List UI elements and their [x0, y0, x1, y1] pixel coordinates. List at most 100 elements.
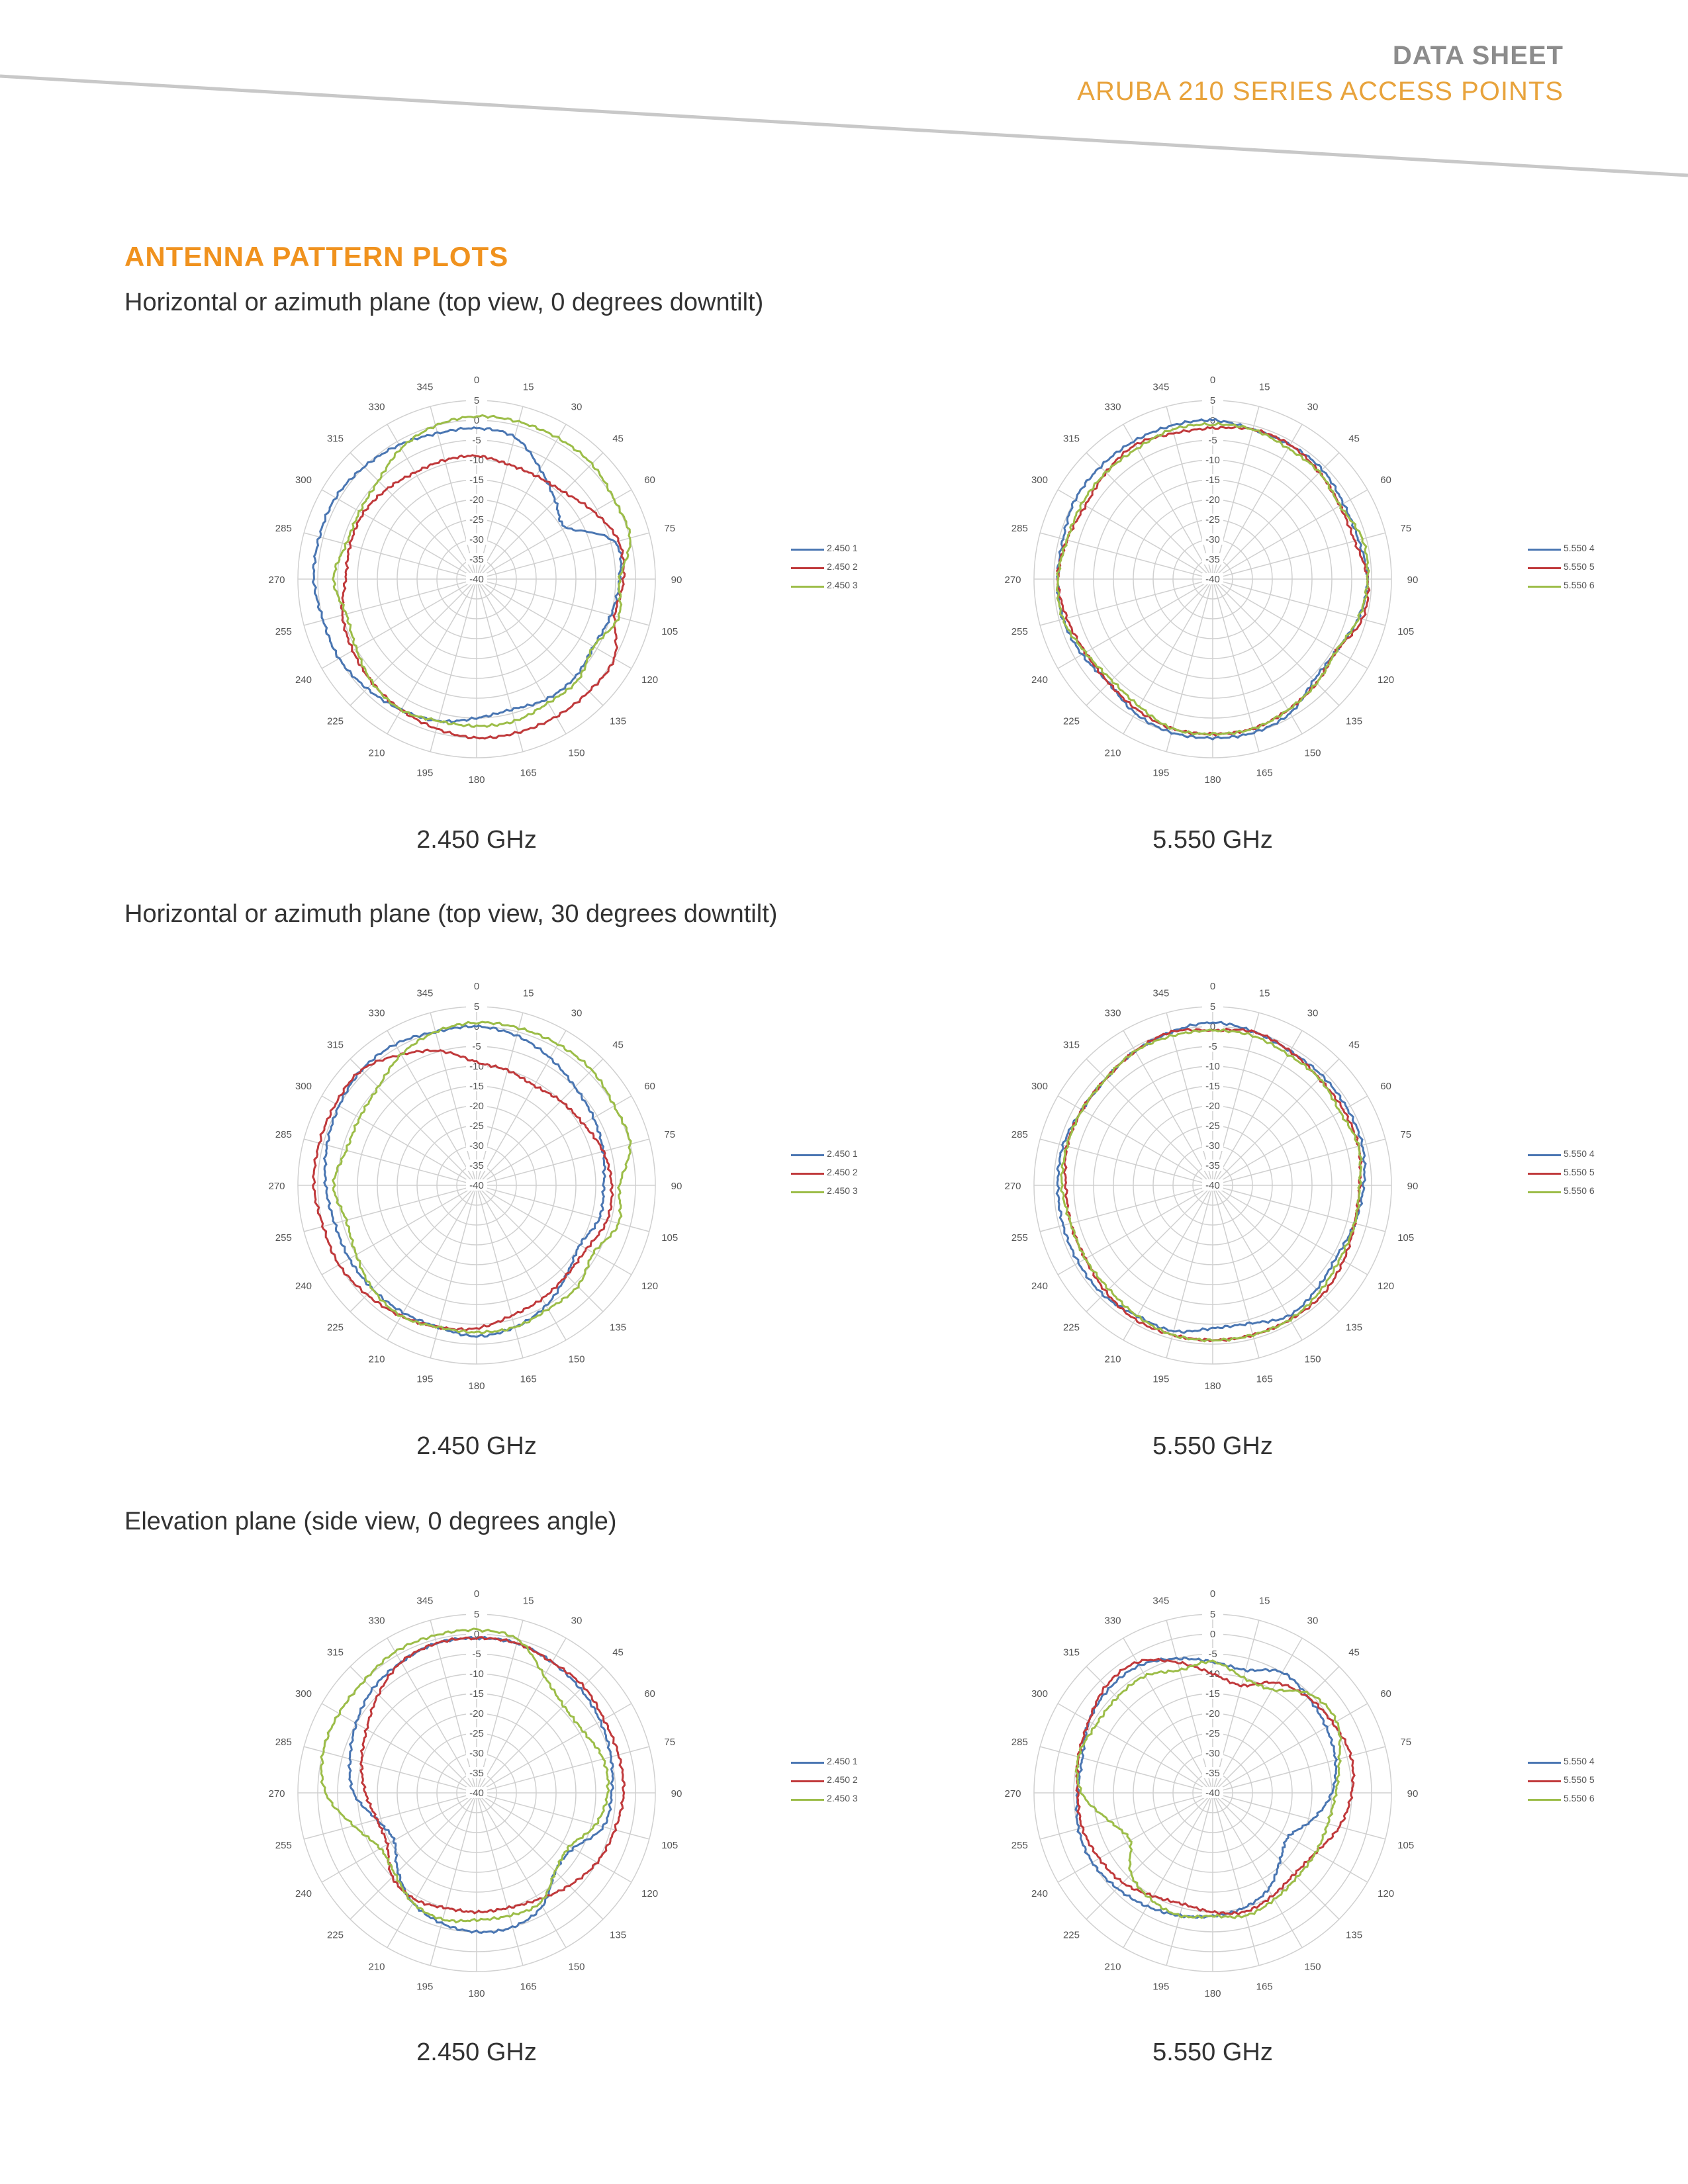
grid-spoke	[321, 1792, 477, 1883]
angle-tick-label: 120	[1378, 1281, 1394, 1292]
angle-tick-label: 45	[1348, 433, 1360, 444]
radial-tick-bg	[466, 1707, 487, 1719]
grid-spoke	[1057, 1703, 1213, 1794]
angle-tick-label: 30	[571, 1007, 583, 1019]
radial-tick-label: -40	[1205, 1180, 1220, 1191]
angle-tick-label: 240	[1031, 674, 1048, 686]
angle-tick-label: 45	[612, 1647, 624, 1658]
legend-label: 2.450 1	[827, 1148, 858, 1159]
grid-spoke	[1212, 1185, 1340, 1312]
grid-spoke	[1212, 532, 1385, 580]
angle-tick-label: 0	[474, 1588, 479, 1600]
legend-label: 2.450 3	[827, 580, 858, 590]
angle-tick-label: 345	[1152, 1595, 1169, 1606]
row-heading-elevation: Elevation plane (side view, 0 degrees an…	[124, 1508, 617, 1535]
grid-spoke	[1212, 1746, 1385, 1794]
radial-tick-bg	[466, 1688, 487, 1699]
angle-tick-label: 225	[1063, 1930, 1080, 1941]
grid-spoke	[350, 1666, 477, 1794]
angle-tick-label: 90	[671, 1788, 682, 1799]
series-line-2-450-3	[320, 1627, 610, 1924]
angle-tick-label: 225	[327, 1930, 344, 1941]
angle-tick-label: 30	[1307, 401, 1319, 412]
radial-tick-label: 5	[1210, 1001, 1215, 1013]
grid-spoke	[1212, 578, 1340, 706]
grid-spoke	[476, 1185, 567, 1341]
radial-tick-bg	[466, 1080, 487, 1091]
legend-item: 5.550 5	[1528, 1774, 1620, 1788]
radial-tick-bg	[1202, 1747, 1223, 1758]
legend-label: 5.550 5	[1564, 1167, 1595, 1177]
legend-item: 5.550 5	[1528, 561, 1620, 574]
angle-tick-label: 135	[1346, 1930, 1362, 1941]
radial-tick-bg	[1202, 1100, 1223, 1111]
polar-plot-azimuth-30-5550: 0 15 30 45 60 75 90 105 120 135 150 165 180 195 210 225…	[1004, 981, 1418, 1392]
grid-spoke	[476, 1030, 567, 1186]
legend-swatch	[1528, 1191, 1561, 1193]
grid-spoke	[1123, 424, 1213, 580]
grid-spoke	[350, 1058, 477, 1186]
angle-tick-label: 240	[295, 1888, 312, 1899]
legend-swatch	[1528, 1762, 1561, 1764]
angle-tick-label: 15	[523, 987, 534, 999]
radial-tick-label: -20	[1205, 494, 1220, 506]
radial-tick-bg	[466, 1668, 487, 1679]
grid-spoke	[476, 1095, 632, 1186]
angle-tick-label: 240	[295, 674, 312, 686]
angle-tick-label: 210	[368, 1962, 385, 1973]
angle-tick-label: 30	[1307, 1615, 1319, 1626]
grid-spoke	[1086, 1666, 1213, 1794]
polar-plot-elevation-5550: 0 15 30 45 60 75 90 105 120 135 150 165 180 195 210 225…	[1004, 1588, 1418, 1999]
radial-tick-label: 5	[474, 395, 479, 406]
grid-spoke	[476, 1138, 649, 1186]
caption-azimuth-0-5550: 5.550 GHz	[1152, 826, 1273, 854]
angle-tick-label: 120	[641, 1888, 658, 1899]
angle-tick-label: 0	[474, 375, 479, 386]
series-line-2-450-2	[359, 1636, 626, 1915]
angle-tick-label: 300	[295, 1688, 312, 1700]
radial-tick-bg	[466, 434, 487, 445]
legend-label: 5.550 4	[1564, 543, 1595, 553]
angle-tick-label: 285	[1011, 1737, 1028, 1748]
grid-spoke	[476, 1792, 632, 1883]
grid-spoke	[1212, 578, 1368, 669]
grid-spoke	[1123, 1792, 1213, 1948]
legend-label: 5.550 6	[1564, 580, 1595, 590]
angle-tick-label: 180	[1204, 774, 1221, 786]
legend-swatch	[791, 586, 824, 588]
radial-tick-label: -15	[1205, 475, 1220, 486]
series-line-2-450-3	[332, 1021, 632, 1335]
angle-tick-label: 105	[661, 626, 678, 637]
caption-elevation-5550: 5.550 GHz	[1152, 2038, 1273, 2066]
grid-spoke	[1057, 489, 1213, 580]
angle-tick-label: 225	[327, 1322, 344, 1334]
radial-tick-label: 5	[1210, 1609, 1215, 1620]
caption-elevation-2450: 2.450 GHz	[416, 2038, 537, 2066]
radial-tick-label: -25	[1205, 514, 1220, 525]
angle-tick-label: 330	[1104, 1615, 1121, 1626]
series-line-2-450-3	[332, 414, 632, 728]
legend-swatch	[791, 549, 824, 551]
grid-spoke	[1212, 1185, 1260, 1358]
angle-tick-label: 180	[1204, 1988, 1221, 1999]
polar-plot-azimuth-0-2450: 0 15 30 45 60 75 90 105 120 135 150 165 180 195 210 225…	[268, 375, 682, 786]
radial-tick-label: -5	[1208, 1041, 1217, 1052]
grid-spoke	[350, 452, 477, 580]
legend-label: 5.550 4	[1564, 1756, 1595, 1766]
angle-tick-label: 210	[1104, 1962, 1121, 1973]
radial-tick-label: -35	[1205, 1768, 1220, 1779]
radial-tick-label: -20	[1205, 1101, 1220, 1112]
legend-swatch	[791, 1173, 824, 1175]
radial-tick-label: -5	[472, 1649, 481, 1660]
radial-tick-bg	[1202, 1628, 1223, 1639]
radial-tick-label: -15	[469, 475, 484, 486]
grid-spoke	[476, 406, 524, 580]
angle-tick-label: 75	[1400, 1737, 1411, 1748]
angle-tick-label: 285	[1011, 523, 1028, 534]
angle-tick-label: 60	[1380, 1688, 1391, 1700]
angle-tick-label: 135	[610, 1322, 626, 1334]
radial-tick-label: 0	[1210, 1021, 1215, 1032]
grid-spoke	[387, 1637, 477, 1794]
legend-swatch	[1528, 1173, 1561, 1175]
grid-spoke	[1040, 1746, 1213, 1794]
